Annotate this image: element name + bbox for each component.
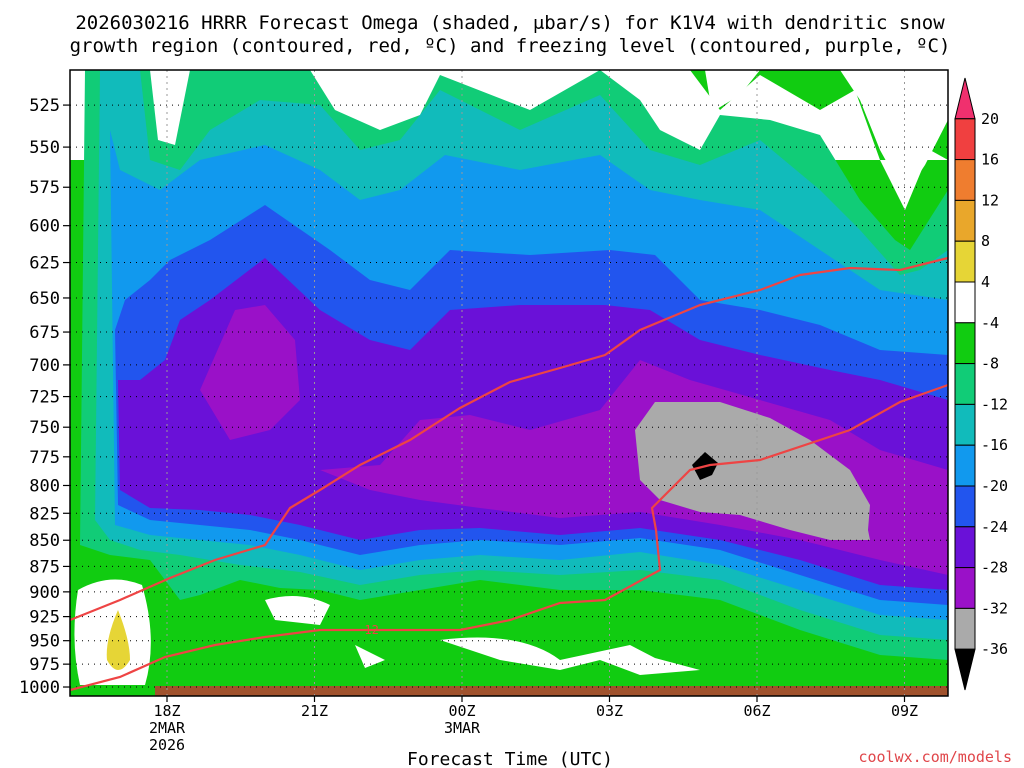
x-axis-label: Forecast Time (UTC) bbox=[407, 749, 613, 768]
y-tick-label: 750 bbox=[29, 418, 60, 438]
colorbar-swatch bbox=[954, 240, 976, 283]
credit-text: coolwx.com/models bbox=[858, 748, 1012, 766]
isotherm-upper bbox=[70, 256, 948, 622]
colorbar-label: 12 bbox=[981, 191, 999, 209]
y-tick-label: 850 bbox=[29, 531, 60, 551]
colorbar-label: -8 bbox=[981, 355, 999, 373]
colorbar-top-triangle bbox=[954, 77, 976, 120]
omega-gap-bottom-mid2 bbox=[440, 637, 700, 675]
y-tick-label: 775 bbox=[29, 448, 60, 468]
omega-shading bbox=[70, 70, 948, 696]
x-tick-date: 2MAR bbox=[149, 719, 186, 737]
y-tick-label: 900 bbox=[29, 583, 60, 603]
y-tick-label: 525 bbox=[29, 96, 60, 116]
x-tick-label: 21Z bbox=[301, 702, 328, 720]
colorbar-label: -4 bbox=[981, 314, 999, 332]
colorbar-swatch bbox=[954, 444, 976, 487]
colorbar: 20 16 12 8 4 -4 -8 -12 -16 -20 -24 -28 -32 -36 bbox=[954, 77, 1008, 691]
x-tick-label: 09Z bbox=[891, 702, 918, 720]
y-tick-label: 675 bbox=[29, 323, 60, 343]
omega-band-minus32 bbox=[635, 402, 870, 540]
y-tick-label: 975 bbox=[29, 655, 60, 675]
colorbar-label: -16 bbox=[981, 436, 1008, 454]
ground-strip bbox=[155, 686, 948, 696]
contour-label-minus12: -12 bbox=[357, 623, 379, 637]
plot-frame bbox=[69, 69, 949, 697]
y-tick-label: 925 bbox=[29, 608, 60, 628]
colorbar-swatch bbox=[954, 485, 976, 528]
colorbar-label: -24 bbox=[981, 518, 1008, 536]
y-tick-label: 550 bbox=[29, 138, 60, 158]
y-tick-label: 825 bbox=[29, 504, 60, 524]
dendritic-contours bbox=[70, 256, 948, 692]
omega-gap-bottom-mid3 bbox=[355, 645, 385, 668]
y-axis-ticks: 525 550 575 600 625 650 675 700 725 750 775 800 825 8… bbox=[19, 96, 70, 698]
y-tick-label: 625 bbox=[29, 254, 60, 274]
x-tick-label: 03Z bbox=[596, 702, 623, 720]
colorbar-label: 4 bbox=[981, 273, 990, 291]
y-tick-label: 575 bbox=[29, 178, 60, 198]
y-tick-label: 800 bbox=[29, 476, 60, 496]
colorbar-label: -36 bbox=[981, 640, 1008, 658]
y-tick-label: 725 bbox=[29, 388, 60, 408]
colorbar-swatch bbox=[954, 118, 976, 161]
x-tick-label: 06Z bbox=[743, 702, 770, 720]
colorbar-swatch bbox=[954, 526, 976, 569]
colorbar-swatch bbox=[954, 322, 976, 365]
omega-gap-bottom-mid1 bbox=[265, 596, 330, 625]
y-tick-label: 700 bbox=[29, 356, 60, 376]
x-tick-year: 2026 bbox=[149, 736, 185, 754]
colorbar-swatch bbox=[954, 199, 976, 242]
omega-gap-top bbox=[705, 70, 948, 195]
omega-gap-topleft bbox=[150, 70, 185, 140]
colorbar-label: 8 bbox=[981, 232, 990, 250]
colorbar-label: -20 bbox=[981, 477, 1008, 495]
colorbar-swatch bbox=[954, 281, 976, 324]
y-tick-label: 875 bbox=[29, 557, 60, 577]
colorbar-label: -12 bbox=[981, 395, 1008, 413]
colorbar-label: 16 bbox=[981, 151, 999, 169]
colorbar-label: -28 bbox=[981, 559, 1008, 577]
colorbar-label: 20 bbox=[981, 110, 999, 128]
colorbar-swatch bbox=[954, 607, 976, 650]
omega-positive-spot bbox=[106, 610, 130, 670]
colorbar-label: -32 bbox=[981, 599, 1008, 617]
colorbar-swatch bbox=[954, 567, 976, 609]
grid-lines bbox=[70, 70, 948, 696]
x-tick-label: 18Z bbox=[153, 702, 180, 720]
y-tick-label: 650 bbox=[29, 289, 60, 309]
isotherm-lower bbox=[70, 383, 948, 692]
colorbar-swatch bbox=[954, 403, 976, 446]
colorbar-swatch bbox=[954, 159, 976, 201]
x-tick-label: 00Z bbox=[448, 702, 475, 720]
y-tick-label: 1000 bbox=[19, 678, 60, 698]
y-tick-label: 600 bbox=[29, 217, 60, 237]
x-tick-date: 3MAR bbox=[444, 719, 481, 737]
colorbar-bottom-triangle bbox=[954, 648, 976, 691]
chart-title-line2: growth region (contoured, red, ºC) and f… bbox=[70, 35, 951, 57]
y-tick-label: 950 bbox=[29, 632, 60, 652]
chart-title-line1: 2026030216 HRRR Forecast Omega (shaded, … bbox=[75, 12, 945, 34]
colorbar-swatch bbox=[954, 363, 976, 405]
